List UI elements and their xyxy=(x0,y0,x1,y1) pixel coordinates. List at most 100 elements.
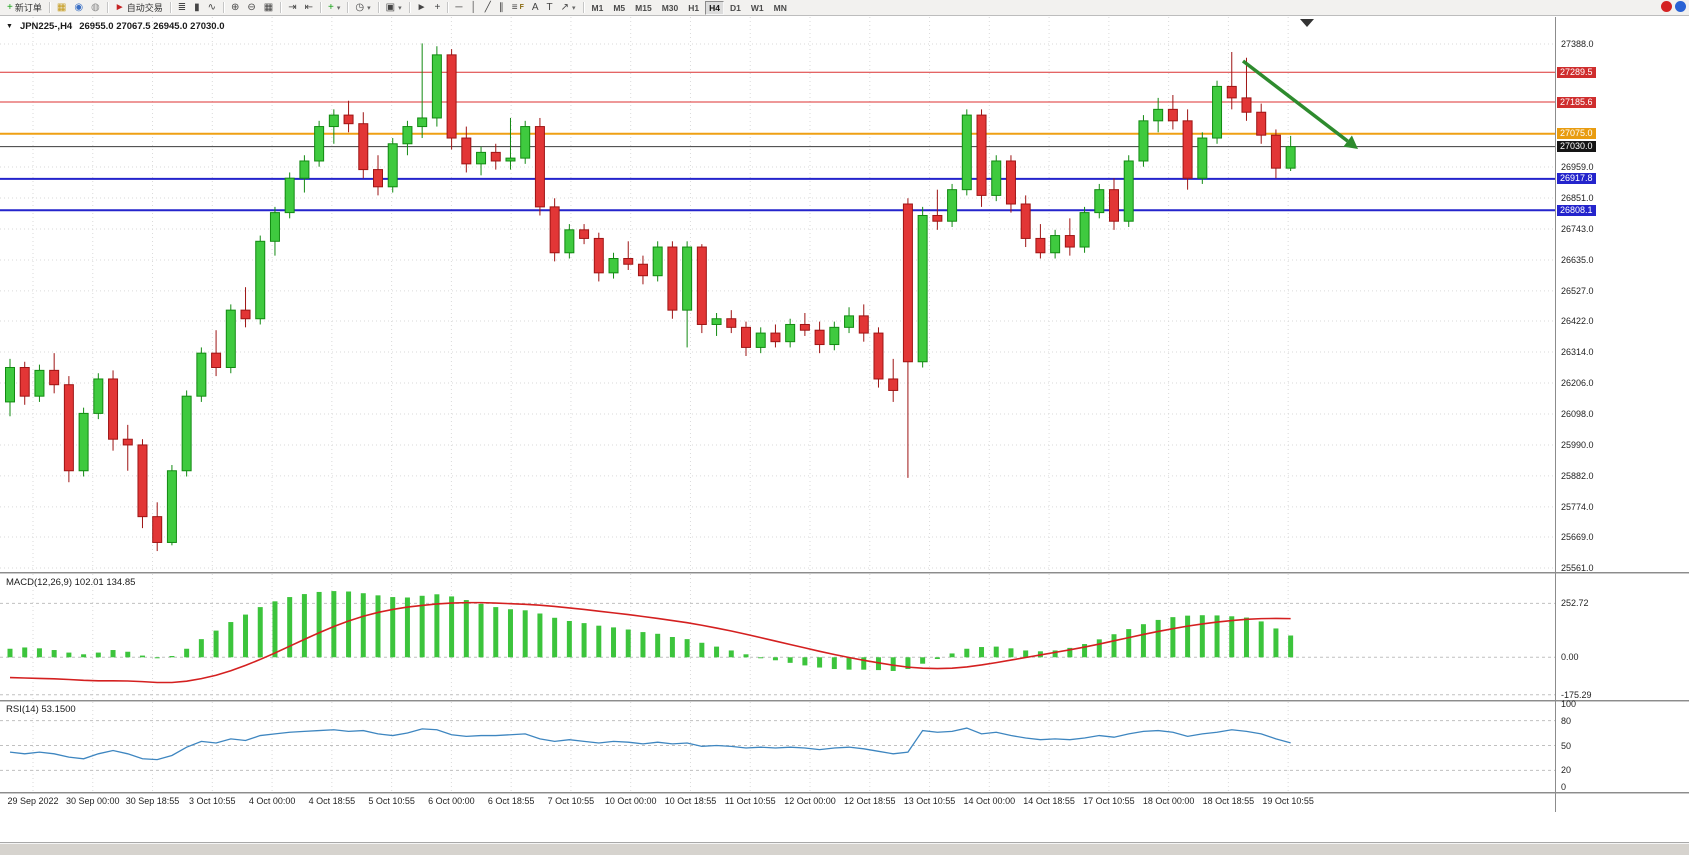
chart-shift-marker-icon[interactable] xyxy=(1300,19,1314,27)
candle-body xyxy=(1270,134,1281,169)
timeframe-D1-button[interactable]: D1 xyxy=(730,2,741,13)
auto-trading-icon: ► xyxy=(114,1,125,13)
time-axis-label: 4 Oct 00:00 xyxy=(248,796,296,806)
timeframe-H4-button[interactable]: H4 xyxy=(705,0,724,15)
candle-body xyxy=(505,157,516,162)
chart-bar-window-button[interactable]: ▦ xyxy=(54,0,69,15)
timeframe-M15-button[interactable]: M15 xyxy=(635,2,652,13)
new-order-icon: + xyxy=(7,1,13,13)
fibonacci-retracement-button[interactable]: ≡ F xyxy=(509,0,527,15)
bar-chart-mode-icon: ≣ xyxy=(177,1,187,13)
timeframe-M1-button[interactable]: M1 xyxy=(591,2,604,13)
community-icon[interactable] xyxy=(1661,1,1672,12)
price-axis[interactable]: 27388.0 26959.0 26851.0 26743.0 26635.0 26527… xyxy=(1556,17,1689,812)
vertical-line-button[interactable]: │ xyxy=(467,0,479,15)
trend-arrow[interactable] xyxy=(1241,59,1358,149)
main-chart-svg[interactable] xyxy=(0,17,1556,572)
candle-body xyxy=(829,326,840,346)
candle-body xyxy=(78,412,89,472)
time-axis[interactable]: 29 Sep 2022 30 Sep 00:00 30 Sep 18:55 3 Oct… xyxy=(0,794,1556,812)
rsi-pane-svg[interactable] xyxy=(0,702,1556,792)
candle-body xyxy=(961,114,972,191)
candle-body xyxy=(476,151,487,165)
horizontal-line-button[interactable]: ─ xyxy=(452,0,465,15)
macd-axis-label: 252.72 xyxy=(1561,598,1589,609)
candle-body xyxy=(1285,146,1296,169)
time-axis-label: 4 Oct 18:55 xyxy=(308,796,356,806)
toolbar-separator xyxy=(377,2,379,13)
timeframe-MN-button[interactable]: MN xyxy=(773,2,787,13)
new-order-button[interactable]: + 新订单 xyxy=(4,0,45,15)
candle-body xyxy=(5,366,15,403)
candle-body xyxy=(814,329,825,346)
candle-body xyxy=(652,246,663,277)
auto-trading-label: 自动交易 xyxy=(126,3,163,13)
periods-button[interactable]: ◷ ▾ xyxy=(352,0,373,15)
time-axis-label: 14 Oct 18:55 xyxy=(1023,796,1075,806)
candle-body xyxy=(623,258,634,265)
auto-scroll-button[interactable]: ⇥ xyxy=(285,0,299,15)
candle-body xyxy=(785,323,796,343)
tile-windows-button[interactable]: ▦ xyxy=(261,0,276,15)
trendline-button[interactable]: ╱ xyxy=(482,0,494,15)
toolbar-separator xyxy=(447,2,449,13)
profile-button[interactable]: ◉ xyxy=(71,0,86,15)
macd-axis-label: 0.00 xyxy=(1561,652,1579,663)
cursor-button[interactable]: ► xyxy=(414,0,430,15)
candle-body xyxy=(402,126,413,145)
chart-shift-button[interactable]: ⇤ xyxy=(302,0,316,15)
candle-body xyxy=(490,151,501,162)
collapse-icon[interactable]: ▼ xyxy=(6,23,13,30)
rsi-line xyxy=(9,727,1291,761)
text-button[interactable]: A xyxy=(529,0,542,15)
templates-button[interactable]: ▣ ▾ xyxy=(383,0,405,15)
candle-body xyxy=(1064,235,1075,248)
candlestick-mode-button[interactable]: ▮ xyxy=(191,0,203,15)
horizontal-line-icon: ─ xyxy=(455,1,463,13)
equidistant-channel-button[interactable]: ∥ xyxy=(496,0,507,15)
macd-splitter[interactable] xyxy=(0,572,1689,574)
candle-body xyxy=(19,366,30,397)
periods-icon: ◷ xyxy=(355,1,365,13)
tile-windows-icon: ▦ xyxy=(263,1,274,13)
line-chart-mode-button[interactable]: ∿ xyxy=(205,0,219,15)
line-chart-mode-icon: ∿ xyxy=(207,1,216,13)
time-axis-label: 30 Sep 00:00 xyxy=(65,796,120,806)
status-bar xyxy=(0,843,1689,855)
data-window-icon: ◍ xyxy=(91,1,100,13)
time-axis-label: 17 Oct 10:55 xyxy=(1083,796,1135,806)
timeframe-M30-button[interactable]: M30 xyxy=(661,2,679,13)
candle-body xyxy=(1123,160,1134,222)
candle-body xyxy=(1079,212,1090,248)
text-label-button[interactable]: T xyxy=(544,0,556,15)
macd-indicator-label: MACD(12,26,9) 102.01 134.85 xyxy=(6,577,136,588)
timeframe-H1-button[interactable]: H1 xyxy=(688,2,700,13)
candle-body xyxy=(947,189,958,222)
bar-chart-mode-button[interactable]: ≣ xyxy=(175,0,189,15)
arrows-tool-button[interactable]: ↗ ▾ xyxy=(558,0,579,15)
macd-pane-svg[interactable] xyxy=(0,574,1556,700)
rsi-splitter[interactable] xyxy=(0,700,1689,702)
indicators-button[interactable]: + ▾ xyxy=(325,0,343,15)
crosshair-button[interactable]: + xyxy=(432,0,444,15)
time-axis-label: 14 Oct 00:00 xyxy=(963,796,1016,806)
candle-body xyxy=(343,114,354,125)
help-icon[interactable] xyxy=(1675,1,1686,12)
zoom-in-button[interactable]: ⊕ xyxy=(228,0,242,15)
candle-body xyxy=(417,117,428,128)
arrows-tool-caret-icon: ▾ xyxy=(572,4,576,12)
timeframe-M5-button[interactable]: M5 xyxy=(613,2,626,13)
candle-body xyxy=(888,378,899,391)
periods-caret-icon: ▾ xyxy=(367,4,371,12)
zoom-out-button[interactable]: ⊖ xyxy=(244,0,258,15)
equidistant-channel-icon: ∥ xyxy=(498,1,504,13)
candle-body xyxy=(844,315,855,328)
candle-body xyxy=(34,369,45,397)
data-window-button[interactable]: ◍ xyxy=(88,0,103,15)
vertical-line-icon: │ xyxy=(470,1,477,13)
candle-body xyxy=(858,315,869,334)
auto-trading-button[interactable]: ► 自动交易 xyxy=(112,0,166,15)
chart-shift-icon: ⇤ xyxy=(304,1,314,13)
candle-body xyxy=(137,444,148,518)
timeframe-W1-button[interactable]: W1 xyxy=(750,2,764,13)
